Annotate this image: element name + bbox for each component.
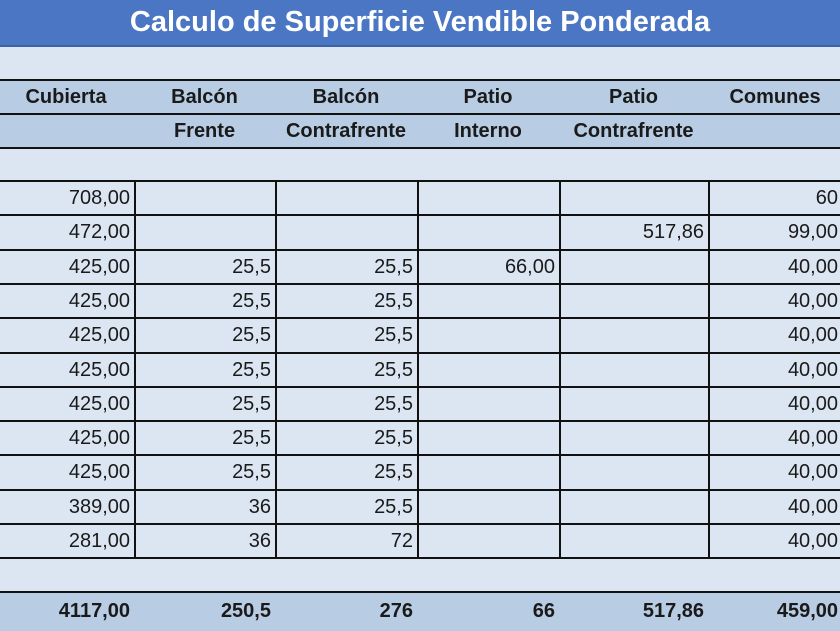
cell-balcon-frente[interactable] bbox=[134, 180, 277, 216]
cell-comunes[interactable]: 40,00 bbox=[708, 489, 840, 525]
cell-patio-interno[interactable] bbox=[417, 214, 561, 251]
cell-patio-interno[interactable] bbox=[417, 180, 561, 216]
cell-balcon-contrafrente[interactable]: 72 bbox=[275, 523, 419, 559]
cell-balcon-contrafrente[interactable]: 25,5 bbox=[275, 249, 419, 285]
cell-balcon-frente[interactable]: 25,5 bbox=[134, 454, 277, 491]
cell-balcon-frente[interactable]: 25,5 bbox=[134, 386, 277, 422]
total-patio-contrafrente[interactable]: 517,86 bbox=[559, 591, 710, 631]
cell-patio-contrafrente[interactable]: 517,86 bbox=[559, 214, 710, 251]
cell-cubierta[interactable]: 708,00 bbox=[0, 180, 136, 216]
cell-patio-interno[interactable] bbox=[417, 283, 561, 319]
total-balcon-frente[interactable]: 250,5 bbox=[134, 591, 277, 631]
cell-balcon-contrafrente[interactable]: 25,5 bbox=[275, 454, 419, 491]
cell-balcon-contrafrente[interactable]: 25,5 bbox=[275, 420, 419, 456]
cell-patio-interno[interactable]: 66,00 bbox=[417, 249, 561, 285]
total-balcon-contrafrente[interactable]: 276 bbox=[275, 591, 419, 631]
cell-balcon-contrafrente[interactable]: 25,5 bbox=[275, 489, 419, 525]
cell-balcon-frente[interactable]: 25,5 bbox=[134, 352, 277, 388]
header-balcon-frente[interactable]: Balcón bbox=[134, 79, 277, 115]
cell-patio-interno[interactable] bbox=[417, 352, 561, 388]
cell-cubierta[interactable]: 425,00 bbox=[0, 386, 136, 422]
cell-comunes[interactable]: 40,00 bbox=[708, 352, 840, 388]
cell-comunes[interactable]: 40,00 bbox=[708, 386, 840, 422]
cell-balcon-contrafrente[interactable] bbox=[275, 214, 419, 251]
cell-cubierta[interactable]: 425,00 bbox=[0, 283, 136, 319]
cell-cubierta[interactable]: 425,00 bbox=[0, 454, 136, 491]
total-cubierta[interactable]: 4117,00 bbox=[0, 591, 136, 631]
cell-patio-contrafrente[interactable] bbox=[559, 352, 710, 388]
cell-balcon-frente[interactable]: 25,5 bbox=[134, 420, 277, 456]
cell-cubierta[interactable]: 425,00 bbox=[0, 317, 136, 354]
cell-patio-contrafrente[interactable] bbox=[559, 283, 710, 319]
cell-balcon-contrafrente[interactable]: 25,5 bbox=[275, 317, 419, 354]
cell-patio-contrafrente[interactable] bbox=[559, 180, 710, 216]
cell-balcon-frente[interactable] bbox=[134, 214, 277, 251]
cell-cubierta[interactable]: 281,00 bbox=[0, 523, 136, 559]
cell-patio-contrafrente[interactable] bbox=[559, 523, 710, 559]
total-comunes[interactable]: 459,00 bbox=[708, 591, 840, 631]
cell-cubierta[interactable]: 425,00 bbox=[0, 249, 136, 285]
cell-comunes[interactable]: 40,00 bbox=[708, 454, 840, 491]
header-comunes[interactable]: Comunes bbox=[708, 79, 840, 115]
total-patio-interno[interactable]: 66 bbox=[417, 591, 561, 631]
header-patio-contrafrente[interactable]: Patio bbox=[559, 79, 710, 115]
header-patio-interno[interactable]: Patio bbox=[417, 79, 561, 115]
cell-patio-interno[interactable] bbox=[417, 523, 561, 559]
cell-patio-interno[interactable] bbox=[417, 489, 561, 525]
subheader-balcon-frente[interactable]: Frente bbox=[134, 113, 277, 149]
cell-patio-interno[interactable] bbox=[417, 317, 561, 354]
cell-cubierta[interactable]: 425,00 bbox=[0, 352, 136, 388]
cell-comunes[interactable]: 40,00 bbox=[708, 249, 840, 285]
cell-balcon-frente[interactable]: 36 bbox=[134, 523, 277, 559]
cell-patio-contrafrente[interactable] bbox=[559, 386, 710, 422]
subheader-comunes[interactable] bbox=[708, 113, 840, 149]
cell-cubierta[interactable]: 425,00 bbox=[0, 420, 136, 456]
cell-patio-contrafrente[interactable] bbox=[559, 317, 710, 354]
cell-patio-contrafrente[interactable] bbox=[559, 489, 710, 525]
cell-patio-contrafrente[interactable] bbox=[559, 420, 710, 456]
header-balcon-contrafrente[interactable]: Balcón bbox=[275, 79, 419, 115]
cell-patio-interno[interactable] bbox=[417, 386, 561, 422]
cell-comunes[interactable]: 99,00 bbox=[708, 214, 840, 251]
cell-comunes[interactable]: 40,00 bbox=[708, 420, 840, 456]
cell-patio-contrafrente[interactable] bbox=[559, 249, 710, 285]
cell-comunes[interactable]: 60 bbox=[708, 180, 840, 216]
cell-balcon-frente[interactable]: 36 bbox=[134, 489, 277, 525]
cell-cubierta[interactable]: 472,00 bbox=[0, 214, 136, 251]
cell-balcon-frente[interactable]: 25,5 bbox=[134, 249, 277, 285]
cell-balcon-frente[interactable]: 25,5 bbox=[134, 317, 277, 354]
cell-patio-contrafrente[interactable] bbox=[559, 454, 710, 491]
cell-comunes[interactable]: 40,00 bbox=[708, 317, 840, 354]
cell-patio-interno[interactable] bbox=[417, 420, 561, 456]
subheader-balcon-contrafrente[interactable]: Contrafrente bbox=[275, 113, 419, 149]
cell-balcon-contrafrente[interactable] bbox=[275, 180, 419, 216]
subheader-cubierta[interactable] bbox=[0, 113, 136, 149]
cell-cubierta[interactable]: 389,00 bbox=[0, 489, 136, 525]
subheader-patio-contrafrente[interactable]: Contrafrente bbox=[559, 113, 710, 149]
cell-comunes[interactable]: 40,00 bbox=[708, 523, 840, 559]
cell-balcon-contrafrente[interactable]: 25,5 bbox=[275, 386, 419, 422]
cell-patio-interno[interactable] bbox=[417, 454, 561, 491]
cell-balcon-contrafrente[interactable]: 25,5 bbox=[275, 352, 419, 388]
cell-balcon-contrafrente[interactable]: 25,5 bbox=[275, 283, 419, 319]
subheader-patio-interno[interactable]: Interno bbox=[417, 113, 561, 149]
header-cubierta[interactable]: Cubierta bbox=[0, 79, 136, 115]
cell-comunes[interactable]: 40,00 bbox=[708, 283, 840, 319]
sheet-title: Calculo de Superficie Vendible Ponderada bbox=[0, 0, 840, 47]
cell-balcon-frente[interactable]: 25,5 bbox=[134, 283, 277, 319]
